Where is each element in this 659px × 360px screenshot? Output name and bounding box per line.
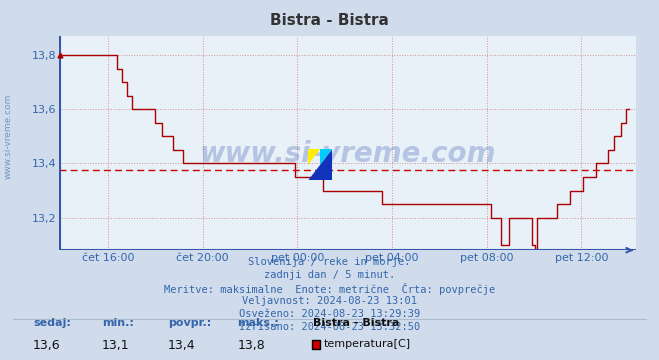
Polygon shape <box>308 149 320 165</box>
Text: Slovenija / reke in morje.: Slovenija / reke in morje. <box>248 257 411 267</box>
Text: www.si-vreme.com: www.si-vreme.com <box>3 94 13 180</box>
Text: 13,6: 13,6 <box>33 339 61 352</box>
Text: zadnji dan / 5 minut.: zadnji dan / 5 minut. <box>264 270 395 280</box>
Text: 13,8: 13,8 <box>237 339 265 352</box>
Polygon shape <box>320 149 332 165</box>
Text: sedaj:: sedaj: <box>33 318 71 328</box>
Polygon shape <box>308 149 332 180</box>
Text: www.si-vreme.com: www.si-vreme.com <box>200 140 496 168</box>
Text: Osveženo: 2024-08-23 13:29:39: Osveženo: 2024-08-23 13:29:39 <box>239 309 420 319</box>
Text: maks.:: maks.: <box>237 318 279 328</box>
Text: Meritve: maksimalne  Enote: metrične  Črta: povprečje: Meritve: maksimalne Enote: metrične Črta… <box>164 283 495 295</box>
Text: Bistra - Bistra: Bistra - Bistra <box>270 13 389 28</box>
Text: min.:: min.: <box>102 318 134 328</box>
Text: temperatura[C]: temperatura[C] <box>324 339 411 349</box>
Text: 13,4: 13,4 <box>168 339 196 352</box>
Text: povpr.:: povpr.: <box>168 318 212 328</box>
Text: Izrisano: 2024-08-23 13:32:50: Izrisano: 2024-08-23 13:32:50 <box>239 322 420 332</box>
Text: 13,1: 13,1 <box>102 339 130 352</box>
Text: Bistra - Bistra: Bistra - Bistra <box>313 318 399 328</box>
Text: Veljavnost: 2024-08-23 13:01: Veljavnost: 2024-08-23 13:01 <box>242 296 417 306</box>
